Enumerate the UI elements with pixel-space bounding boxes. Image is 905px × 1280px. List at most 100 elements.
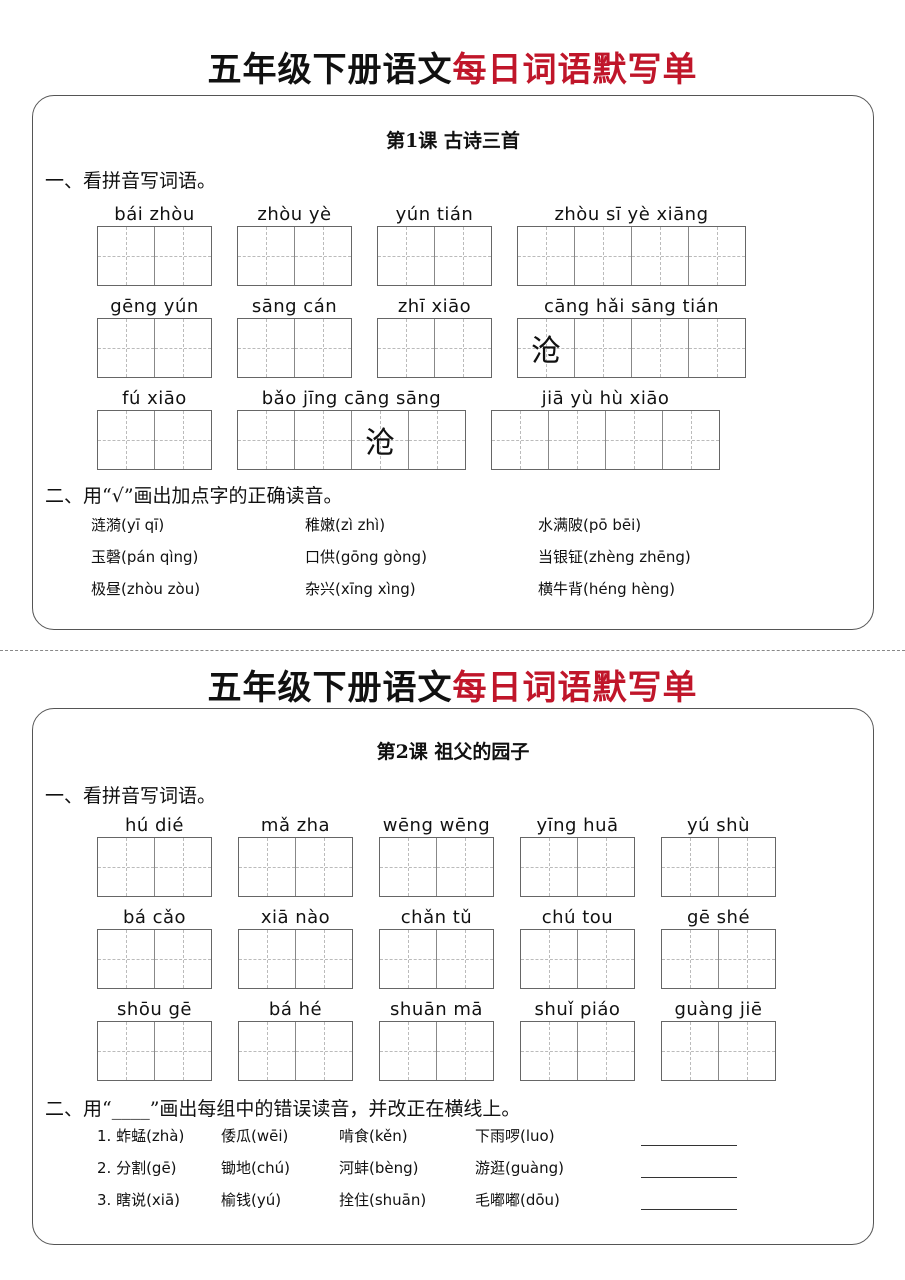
writing-cells xyxy=(377,226,492,286)
reading-item[interactable]: 毛嘟嘟(dōu) xyxy=(475,1191,560,1209)
writing-cells xyxy=(238,837,353,897)
tian-zi-ge-cell[interactable] xyxy=(718,930,775,988)
tian-zi-ge-cell[interactable] xyxy=(98,227,154,285)
tian-zi-ge-cell[interactable] xyxy=(662,838,718,896)
word-group: bái zhòu xyxy=(97,204,212,286)
tian-zi-ge-cell[interactable] xyxy=(295,1022,352,1080)
reading-item[interactable]: 稚嫩(zì zhì) xyxy=(305,516,386,534)
reading-item[interactable]: 3. 瞎说(xiā) xyxy=(97,1191,181,1209)
reading-item[interactable]: 杂兴(xīng xìng) xyxy=(305,580,416,598)
tian-zi-ge-cell[interactable] xyxy=(98,319,154,377)
tian-zi-ge-cell[interactable] xyxy=(662,930,718,988)
tian-zi-ge-cell[interactable] xyxy=(380,930,436,988)
section-1-heading: 一、看拼音写词语。 xyxy=(45,785,217,807)
tian-zi-ge-cell[interactable] xyxy=(434,227,491,285)
worksheet-box: 第1课 古诗三首 一、看拼音写词语。 bái zhòu zhòu yè yún tián… xyxy=(32,95,874,630)
reading-item[interactable]: 涟漪(yī qī) xyxy=(91,516,165,534)
tian-zi-ge-cell[interactable] xyxy=(154,319,211,377)
tian-zi-ge-cell[interactable] xyxy=(294,319,351,377)
word-group: yú shù xyxy=(661,815,776,897)
tian-zi-ge-cell[interactable] xyxy=(631,319,688,377)
tian-zi-ge-cell[interactable] xyxy=(577,1022,634,1080)
tian-zi-ge-cell[interactable] xyxy=(408,411,465,469)
tian-zi-ge-cell[interactable] xyxy=(154,411,211,469)
writing-cells xyxy=(377,318,492,378)
tian-zi-ge-cell[interactable] xyxy=(238,227,294,285)
tian-zi-ge-cell[interactable] xyxy=(239,1022,295,1080)
tian-zi-ge-cell[interactable] xyxy=(518,227,574,285)
tian-zi-ge-cell[interactable] xyxy=(380,1022,436,1080)
reading-item[interactable]: 口供(gōng gòng) xyxy=(305,548,427,566)
tian-zi-ge-cell[interactable] xyxy=(294,411,351,469)
tian-zi-ge-cell[interactable] xyxy=(718,1022,775,1080)
tian-zi-ge-cell[interactable] xyxy=(98,1022,154,1080)
tian-zi-ge-cell[interactable] xyxy=(662,1022,718,1080)
reading-item[interactable]: 啃食(kěn) xyxy=(339,1127,408,1145)
tian-zi-ge-cell[interactable] xyxy=(492,411,548,469)
word-group: zhòu sī yè xiāng xyxy=(517,204,746,286)
tian-zi-ge-cell[interactable] xyxy=(521,930,577,988)
tian-zi-ge-cell[interactable] xyxy=(436,1022,493,1080)
writing-cells xyxy=(520,837,635,897)
tian-zi-ge-cell[interactable] xyxy=(577,930,634,988)
tian-zi-ge-cell[interactable] xyxy=(378,319,434,377)
tian-zi-ge-cell[interactable] xyxy=(98,930,154,988)
writing-cells xyxy=(379,1021,494,1081)
reading-item[interactable]: 横牛背(héng hèng) xyxy=(538,580,675,598)
tian-zi-ge-cell[interactable] xyxy=(521,1022,577,1080)
reading-item[interactable]: 1. 蚱蜢(zhà) xyxy=(97,1127,185,1145)
tian-zi-ge-cell[interactable] xyxy=(295,838,352,896)
pinyin-label: guàng jiē xyxy=(674,999,763,1020)
tian-zi-ge-cell[interactable] xyxy=(436,930,493,988)
tian-zi-ge-cell[interactable] xyxy=(574,319,631,377)
tian-zi-ge-cell[interactable] xyxy=(577,838,634,896)
tian-zi-ge-cell[interactable] xyxy=(380,838,436,896)
tian-zi-ge-cell[interactable] xyxy=(688,319,745,377)
tian-zi-ge-cell[interactable] xyxy=(574,227,631,285)
lesson-title: 第1课 古诗三首 xyxy=(386,130,520,152)
reading-item[interactable]: 极昼(zhòu zòu) xyxy=(91,580,201,598)
writing-cells: 沧 xyxy=(237,410,466,470)
tian-zi-ge-cell[interactable] xyxy=(238,319,294,377)
word-group: wēng wēng xyxy=(379,815,494,897)
pinyin-label: wēng wēng xyxy=(382,815,491,836)
tian-zi-ge-cell[interactable] xyxy=(154,1022,211,1080)
reading-item[interactable]: 拴住(shuān) xyxy=(339,1191,427,1209)
tian-zi-ge-cell[interactable] xyxy=(434,319,491,377)
tian-zi-ge-cell[interactable] xyxy=(154,227,211,285)
reading-item[interactable]: 河蚌(bèng) xyxy=(339,1159,419,1177)
tian-zi-ge-cell[interactable] xyxy=(154,930,211,988)
reading-item[interactable]: 玉磬(pán qìng) xyxy=(91,548,199,566)
tian-zi-ge-cell[interactable] xyxy=(631,227,688,285)
tian-zi-ge-cell[interactable] xyxy=(688,227,745,285)
reading-item[interactable]: 锄地(chú) xyxy=(221,1159,290,1177)
tian-zi-ge-cell[interactable] xyxy=(98,838,154,896)
tian-zi-ge-cell[interactable] xyxy=(294,227,351,285)
reading-item[interactable]: 下雨啰(luo) xyxy=(475,1127,555,1145)
reading-item[interactable]: 2. 分割(gē) xyxy=(97,1159,177,1177)
tian-zi-ge-cell[interactable] xyxy=(521,838,577,896)
tian-zi-ge-cell[interactable] xyxy=(605,411,662,469)
answer-blank-line[interactable] xyxy=(641,1145,737,1146)
tian-zi-ge-cell[interactable] xyxy=(548,411,605,469)
tian-zi-ge-cell[interactable]: 沧 xyxy=(518,319,574,377)
tian-zi-ge-cell[interactable]: 沧 xyxy=(351,411,408,469)
tian-zi-ge-cell[interactable] xyxy=(436,838,493,896)
reading-item[interactable]: 榆钱(yú) xyxy=(221,1191,282,1209)
answer-blank-line[interactable] xyxy=(641,1209,737,1210)
tian-zi-ge-cell[interactable] xyxy=(154,838,211,896)
tian-zi-ge-cell[interactable] xyxy=(239,930,295,988)
tian-zi-ge-cell[interactable] xyxy=(662,411,719,469)
reading-item[interactable]: 当银钲(zhèng zhēng) xyxy=(538,548,691,566)
tian-zi-ge-cell[interactable] xyxy=(238,411,294,469)
word-group: bá cǎo xyxy=(97,907,212,989)
tian-zi-ge-cell[interactable] xyxy=(98,411,154,469)
tian-zi-ge-cell[interactable] xyxy=(295,930,352,988)
reading-item[interactable]: 倭瓜(wēi) xyxy=(221,1127,289,1145)
tian-zi-ge-cell[interactable] xyxy=(378,227,434,285)
reading-item[interactable]: 游逛(guàng) xyxy=(475,1159,564,1177)
reading-item[interactable]: 水满陂(pō bēi) xyxy=(538,516,642,534)
answer-blank-line[interactable] xyxy=(641,1177,737,1178)
tian-zi-ge-cell[interactable] xyxy=(718,838,775,896)
tian-zi-ge-cell[interactable] xyxy=(239,838,295,896)
